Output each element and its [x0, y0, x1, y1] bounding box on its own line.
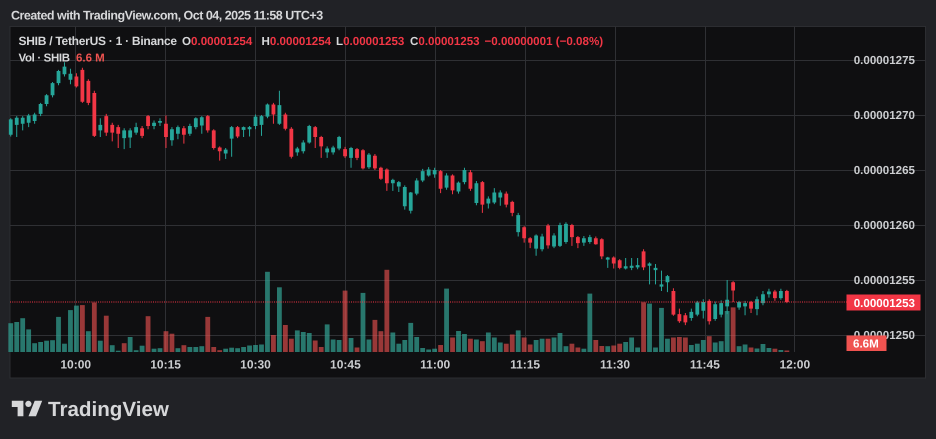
svg-text:SHIB / TetherUS · 1 · Binance: SHIB / TetherUS · 1 · Binance: [19, 34, 178, 48]
svg-text:10:00: 10:00: [60, 358, 91, 372]
svg-text:0.00001270: 0.00001270: [854, 109, 915, 122]
svg-text:11:00: 11:00: [420, 358, 450, 372]
svg-text:Created with TradingView.com,: Created with TradingView.com, Oct 04, 20…: [11, 9, 323, 23]
svg-text:TradingView: TradingView: [48, 398, 170, 421]
svg-text:0.00001275: 0.00001275: [854, 54, 916, 67]
svg-text:0.00001265: 0.00001265: [854, 164, 916, 177]
svg-text:0.00001255: 0.00001255: [854, 274, 916, 287]
svg-text:11:30: 11:30: [600, 358, 630, 372]
svg-text:11:15: 11:15: [510, 358, 540, 372]
svg-text:12:00: 12:00: [779, 358, 810, 372]
svg-text:10:15: 10:15: [150, 358, 181, 372]
svg-text:0.00001253: 0.00001253: [854, 297, 916, 310]
svg-text:6.6 M: 6.6 M: [76, 53, 105, 65]
svg-text:0.00001260: 0.00001260: [854, 219, 915, 232]
svg-text:11:45: 11:45: [690, 358, 720, 372]
svg-text:6.6M: 6.6M: [853, 337, 879, 350]
svg-text:10:30: 10:30: [240, 358, 271, 372]
svg-text:10:45: 10:45: [330, 358, 361, 372]
svg-text:Vol · SHIB: Vol · SHIB: [19, 53, 70, 65]
